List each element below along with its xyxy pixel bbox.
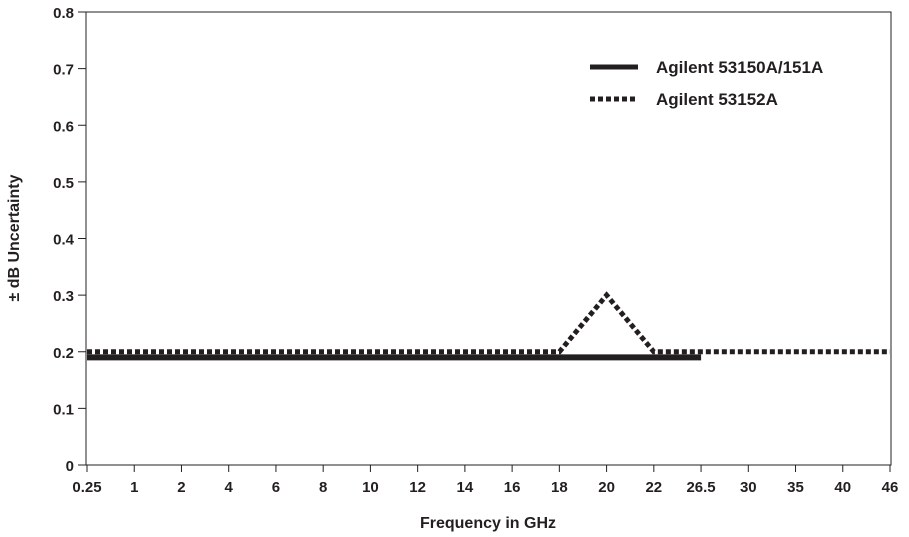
y-axis-label: ± dB Uncertainty [6,174,23,301]
plot-area [85,11,892,466]
x-tick-label: 1 [130,479,138,496]
x-tick-label: 0.25 [72,479,101,496]
x-tick-label: 8 [319,479,327,496]
x-tick-label: 46 [882,479,899,496]
x-tick-label: 4 [225,479,234,496]
y-tick-label: 0.8 [53,5,74,22]
x-axis-label: Frequency in GHz [420,515,556,532]
y-tick-label: 0.7 [53,62,74,79]
x-tick-label: 26.5 [686,479,715,496]
y-tick-label: 0.2 [53,345,74,362]
legend: Agilent 53150A/151A Agilent 53152A [590,58,823,109]
series-layer [87,291,890,361]
y-tick-label: 0 [66,458,74,475]
x-tick-label: 14 [457,479,474,496]
plot-frame [85,11,892,466]
y-tick-label: 0.1 [53,401,74,418]
y-tick-label: 0.4 [53,232,75,249]
x-tick-label: 2 [177,479,185,496]
legend-label: Agilent 53150A/151A [656,58,823,77]
x-tick-label: 10 [362,479,379,496]
x-tick-label: 6 [272,479,280,496]
x-tick-label: 22 [645,479,662,496]
x-tick-label: 20 [598,479,615,496]
y-axis: 0 0.1 0.2 0.3 0.4 0.5 0.6 0.7 0.8 [53,5,86,475]
y-tick-label: 0.6 [53,118,74,135]
x-tick-label: 12 [409,479,426,496]
x-tick-label: 30 [740,479,757,496]
x-tick-label: 18 [551,479,568,496]
series-line-2 [87,291,890,355]
x-axis: 0.25 1 2 4 6 8 10 12 14 16 18 20 22 26.5 30 35 40 46 [72,465,898,496]
legend-label: Agilent 53152A [656,90,778,109]
x-tick-label: 40 [834,479,851,496]
x-tick-label: 35 [787,479,804,496]
y-tick-label: 0.5 [53,175,74,192]
x-tick-label: 16 [504,479,521,496]
y-tick-label: 0.3 [53,288,74,305]
